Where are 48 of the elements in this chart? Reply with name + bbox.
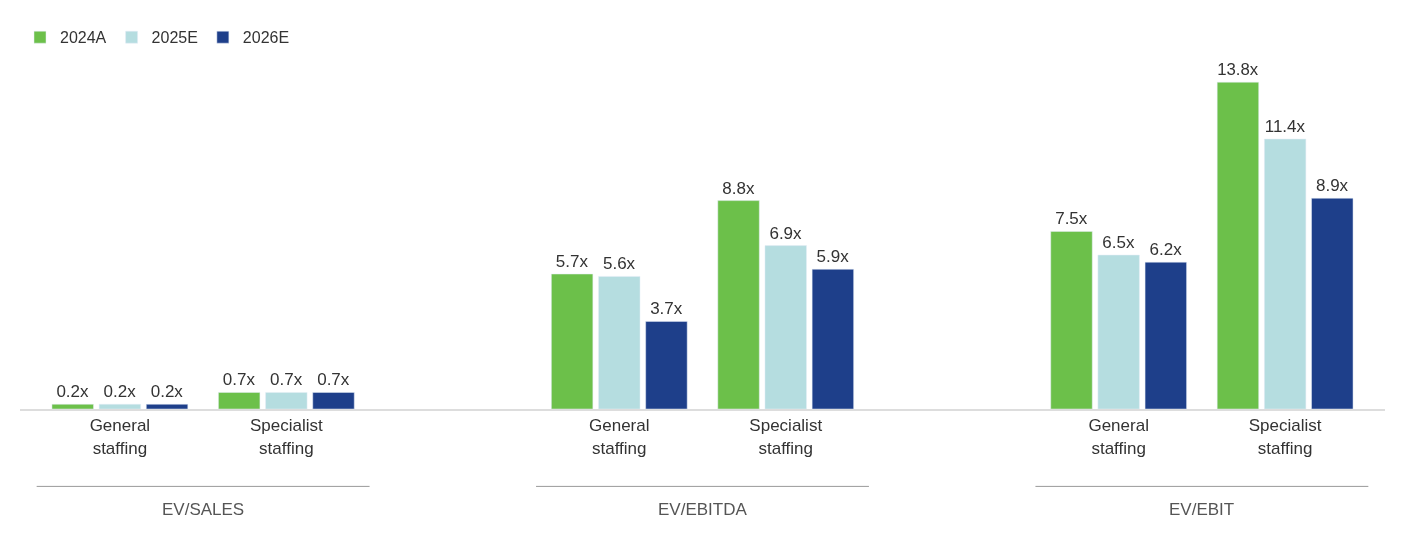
bar	[98, 404, 141, 409]
x-tick-label: General staffing	[89, 416, 151, 458]
bar	[312, 392, 355, 409]
bar	[146, 404, 189, 409]
x-tick-label: General staffing	[589, 416, 650, 458]
legend-label: 2024A	[60, 29, 107, 47]
data-label: 6.5x	[1102, 233, 1135, 253]
bar	[1311, 197, 1354, 409]
data-label: 8.8x	[722, 178, 755, 198]
data-label: 0.7x	[222, 370, 256, 390]
bar	[1097, 254, 1140, 409]
bar	[551, 273, 594, 409]
x-tick-label: General staffing	[1088, 416, 1149, 458]
bar	[764, 245, 807, 409]
text: EV/EBIT	[1169, 500, 1235, 519]
bar	[811, 269, 854, 409]
data-label: 0.7x	[270, 370, 303, 390]
bar	[1144, 261, 1187, 409]
bar	[1050, 231, 1093, 409]
x-tick-label: Specialist staffing	[1248, 416, 1322, 458]
bar	[51, 404, 94, 409]
x-tick-label: Specialist staffing	[749, 416, 823, 458]
data-label: 7.5x	[1055, 209, 1088, 229]
data-label: 13.8x	[1217, 60, 1259, 80]
bar	[1216, 81, 1259, 409]
x-tick-label: Specialist staffing	[249, 416, 323, 458]
bar	[1264, 138, 1307, 409]
data-label: 6.9x	[769, 223, 803, 243]
data-label: 11.4x	[1264, 117, 1306, 137]
data-label: 0.2x	[150, 382, 184, 402]
legend-label: 2025E	[151, 29, 198, 47]
bar	[218, 392, 261, 409]
data-label: 6.2x	[1149, 240, 1183, 260]
data-label: 3.7x	[650, 299, 683, 319]
data-label: 5.6x	[602, 254, 636, 274]
data-label: 5.9x	[816, 247, 850, 267]
bar	[717, 200, 760, 409]
bar	[645, 321, 688, 409]
bar	[598, 276, 641, 409]
legend-label: 2026E	[242, 29, 290, 47]
text: EV/EBITDA	[658, 500, 748, 519]
data-label: 5.7x	[555, 252, 589, 272]
bar	[265, 392, 308, 409]
data-label: 0.7x	[317, 370, 350, 390]
data-label: 0.2x	[56, 382, 90, 402]
data-label: 0.2x	[103, 382, 137, 402]
data-label: 8.9x	[1315, 176, 1349, 196]
text: EV/SALES	[162, 500, 245, 519]
